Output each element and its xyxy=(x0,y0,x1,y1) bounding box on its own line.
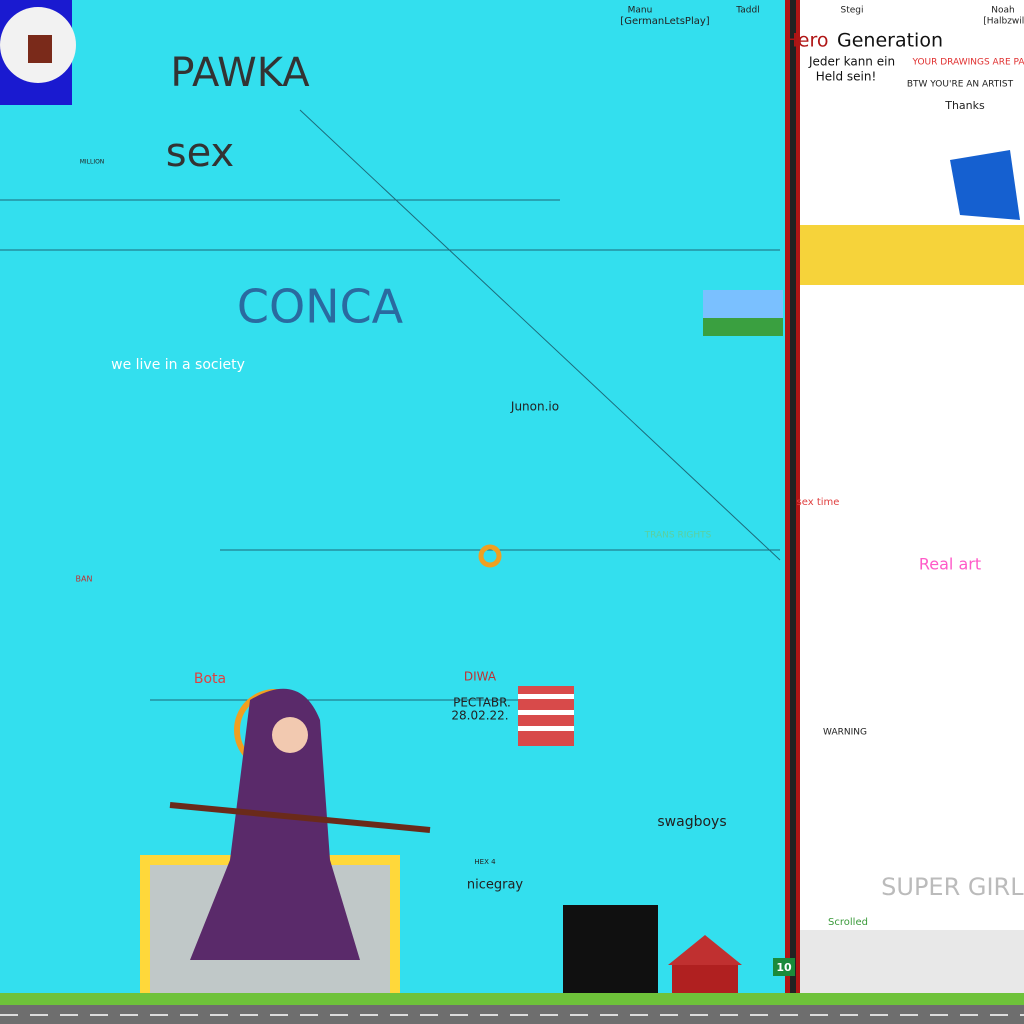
landscape-grass xyxy=(703,318,783,336)
canvas-label: we live in a society xyxy=(111,357,245,373)
dark-strip xyxy=(790,0,796,995)
character-face xyxy=(272,717,308,753)
blue-shape xyxy=(950,150,1020,220)
house-icon xyxy=(28,35,52,63)
canvas-label: PECTABR. xyxy=(453,696,511,710)
staff xyxy=(169,802,431,833)
canvas-label: Junon.io xyxy=(510,400,559,414)
gray-block xyxy=(800,930,1024,995)
canvas-label: sex time xyxy=(797,497,840,508)
canvas-label: Noah xyxy=(991,6,1014,16)
canvas-label: CONCA xyxy=(237,280,404,334)
canvas-label: BTW YOU'RE AN ARTIST xyxy=(907,80,1014,90)
canvas-label: [Halbzwill xyxy=(983,17,1024,27)
scribble-lines xyxy=(0,109,781,701)
canvas-label: Manu xyxy=(628,6,653,16)
canvas-label: Real art xyxy=(919,555,981,574)
yellow-block xyxy=(800,225,1024,285)
stripe xyxy=(518,726,574,731)
ring xyxy=(478,544,502,568)
badge-bg xyxy=(773,958,795,976)
canvas-label: Held sein! xyxy=(816,70,877,84)
canvas-label: Stegi xyxy=(841,6,864,16)
canvas-label: SUPER GIRLS xyxy=(881,873,1024,901)
canvas-label: Bota xyxy=(194,671,226,687)
house xyxy=(672,965,738,995)
canvas-label: WARNING xyxy=(823,728,867,738)
canvas-label: Taddl xyxy=(735,6,759,16)
canvas-label: Hero xyxy=(784,30,829,52)
canvas-label: DIWA xyxy=(464,670,497,684)
canvas-label: YOUR DRAWINGS ARE PARADISE xyxy=(911,58,1024,68)
canvas-label: nicegray xyxy=(467,878,524,893)
canvas-label: Thanks xyxy=(944,99,985,112)
canvas-label: 28.02.22. xyxy=(451,709,508,723)
canvas-label: TRANS RIGHTS xyxy=(644,531,712,541)
striped-block xyxy=(518,686,574,746)
stripe xyxy=(518,710,574,715)
canvas-label: Jeder kann ein xyxy=(808,55,895,69)
roof xyxy=(668,935,742,965)
badge-label: 10 xyxy=(776,961,792,974)
character-body xyxy=(190,688,360,960)
dark-screen xyxy=(563,905,658,995)
canvas-label: HEX 4 xyxy=(474,858,496,866)
canvas-label: sex xyxy=(166,130,234,176)
stripe xyxy=(518,694,574,699)
canvas-label: PAWKA xyxy=(170,50,310,96)
canvas-label: BAN xyxy=(76,575,93,584)
canvas-label: [GermanLetsPlay] xyxy=(620,16,709,27)
grass-strip xyxy=(0,993,1024,1005)
canvas-label: MILLION xyxy=(80,159,105,166)
canvas-label: swagboys xyxy=(657,814,726,830)
canvas-label: Generation xyxy=(837,30,943,52)
canvas-label: Scrolled xyxy=(828,917,868,928)
